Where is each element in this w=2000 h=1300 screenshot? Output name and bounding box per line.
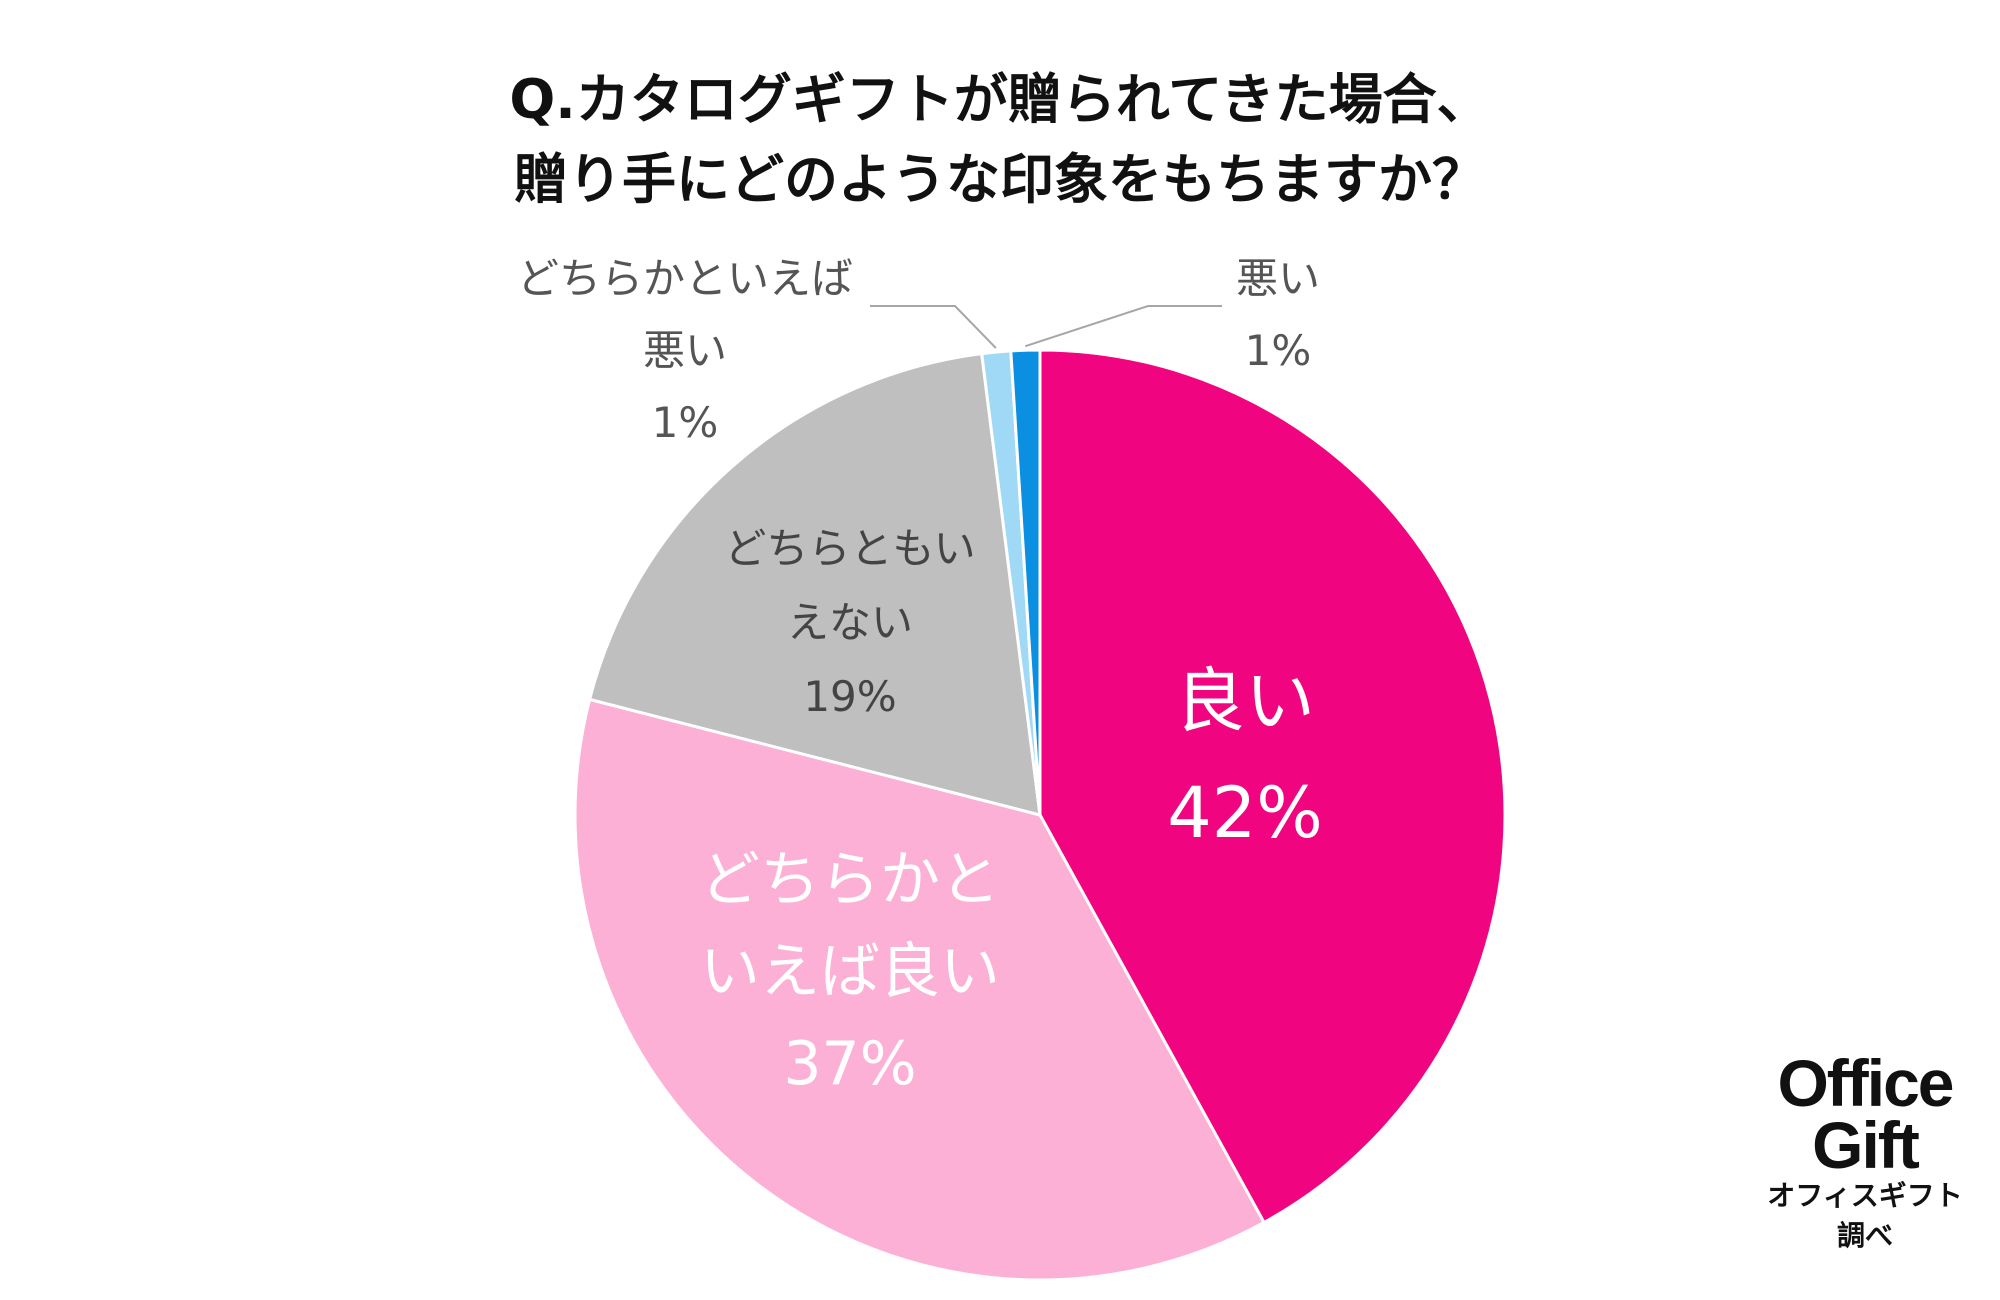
slice-label-4-line-2: 悪い	[643, 326, 727, 375]
slice-label-1-line-2: 42%	[1167, 772, 1323, 854]
slice-label-5-line-2: 1%	[1245, 326, 1312, 375]
slice-label-3-line-3: 19%	[803, 672, 896, 721]
slice-label-2-line-1: どちらかと	[700, 845, 1000, 915]
logo-sub-line-1: オフィスギフト	[1767, 1180, 1963, 1211]
slice-label-2-line-2: いえば良い	[700, 937, 1000, 1007]
pie-slice-2	[573, 697, 1267, 1282]
office-gift-logo: Office Gift オフィスギフト 調べ	[1740, 1046, 1990, 1256]
slice-label-2: どちらかといえば良い 37%	[700, 845, 1000, 1099]
logo-sub-line-2: 調べ	[1836, 1220, 1893, 1251]
logo-line-1: Office	[1777, 1046, 1954, 1120]
slice-label-3-line-2: えない	[787, 598, 913, 647]
pie-slice-1	[1038, 348, 1507, 1225]
slice-label-3-line-1: どちらともい	[724, 524, 975, 573]
leader-line-4	[870, 305, 997, 349]
slice-label-1: 良い 42%	[1167, 660, 1323, 854]
chart-title-line-2: 贈り手にどのような印象をもちますか？	[514, 148, 1486, 211]
slice-label-4-line-3: 1%	[652, 398, 719, 447]
slice-label-2-line-3: 37%	[783, 1029, 916, 1099]
chart-title-line-1: Q.カタログギフトが贈られてきた場合、	[509, 68, 1491, 131]
slice-label-4: どちらかといえば悪い 1%	[517, 254, 853, 447]
pie-slice-3	[587, 351, 1042, 818]
logo-line-2: Gift	[1812, 1108, 1920, 1182]
slice-label-3: どちらともいえない 19%	[724, 524, 975, 721]
slice-label-4-line-1: どちらかといえば	[517, 254, 853, 303]
slice-label-5-line-1: 悪い	[1236, 254, 1320, 303]
slice-label-5: 悪い 1%	[1236, 254, 1320, 375]
slice-label-1-line-1: 良い	[1175, 660, 1315, 742]
leader-line-5	[1024, 305, 1222, 348]
pie-slice-5	[1009, 348, 1042, 816]
